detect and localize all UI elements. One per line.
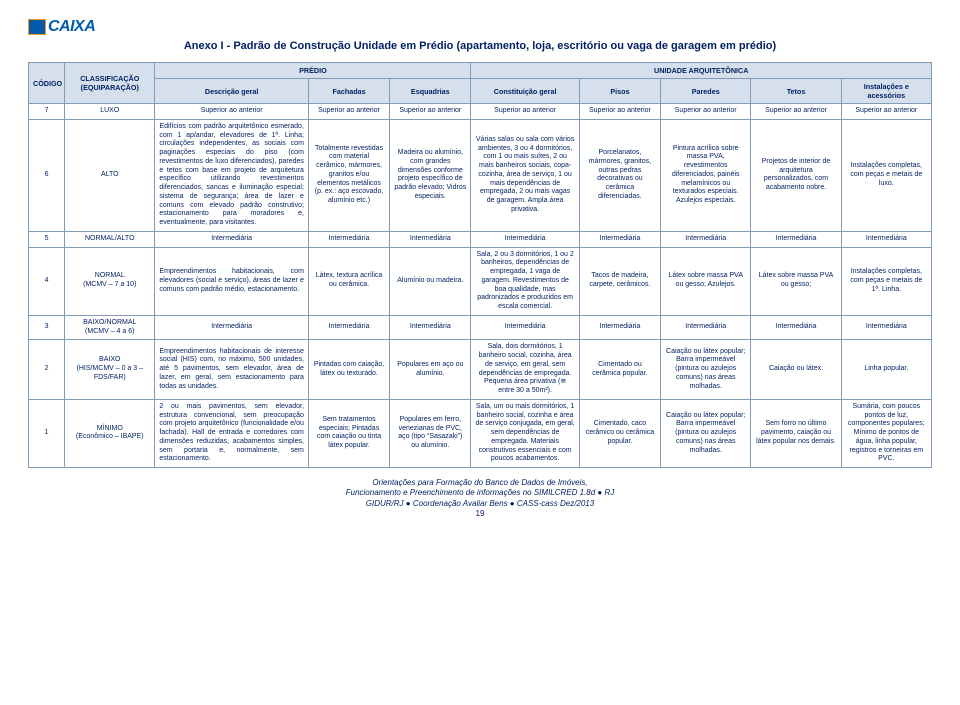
th-predio: PRÉDIO	[155, 63, 471, 79]
th-fach: Fachadas	[308, 79, 389, 104]
th-paredes: Paredes	[661, 79, 751, 104]
standards-table: CÓDIGO CLASSIFICAÇÃO (EQUIPARAÇÃO) PRÉDI…	[28, 62, 932, 468]
th-codigo: CÓDIGO	[29, 63, 65, 104]
logo-text: CAIXA	[48, 18, 95, 36]
table-row: 6 ALTO Edifícios com padrão arquitetônic…	[29, 119, 932, 231]
table-row: 2 BAIXO(HIS/MCMV – 0 a 3 – FDS/FAR) Empr…	[29, 340, 932, 400]
th-esq: Esquadrias	[390, 79, 471, 104]
table-row: 4 NORMAL(MCMV – 7 a 10) Empreendimentos …	[29, 247, 932, 315]
th-unidade: UNIDADE ARQUITETÔNICA	[471, 63, 932, 79]
th-inst: Instalações e acessórios	[841, 79, 931, 104]
th-tetos: Tetos	[751, 79, 841, 104]
table-row: 5 NORMAL/ALTO IntermediáriaIntermediária…	[29, 231, 932, 247]
page-number: 19	[28, 509, 932, 518]
table-row: 7 LUXO Superior ao anteriorSuperior ao a…	[29, 104, 932, 120]
th-pisos: Pisos	[579, 79, 660, 104]
footer: Orientações para Formação do Banco de Da…	[28, 478, 932, 509]
table-row: 3 BAIXO/NORMAL(MCMV – 4 a 6) Intermediár…	[29, 315, 932, 340]
th-classif: CLASSIFICAÇÃO (EQUIPARAÇÃO)	[65, 63, 155, 104]
logo: CAIXA	[28, 18, 932, 36]
table-row: 1 MÍNIMO(Econômico – IBAPE) 2 ou mais pa…	[29, 399, 932, 467]
th-const: Constituição geral	[471, 79, 579, 104]
page-title: Anexo I - Padrão de Construção Unidade e…	[28, 40, 932, 52]
logo-mark	[28, 19, 46, 35]
th-desc: Descrição geral	[155, 79, 309, 104]
